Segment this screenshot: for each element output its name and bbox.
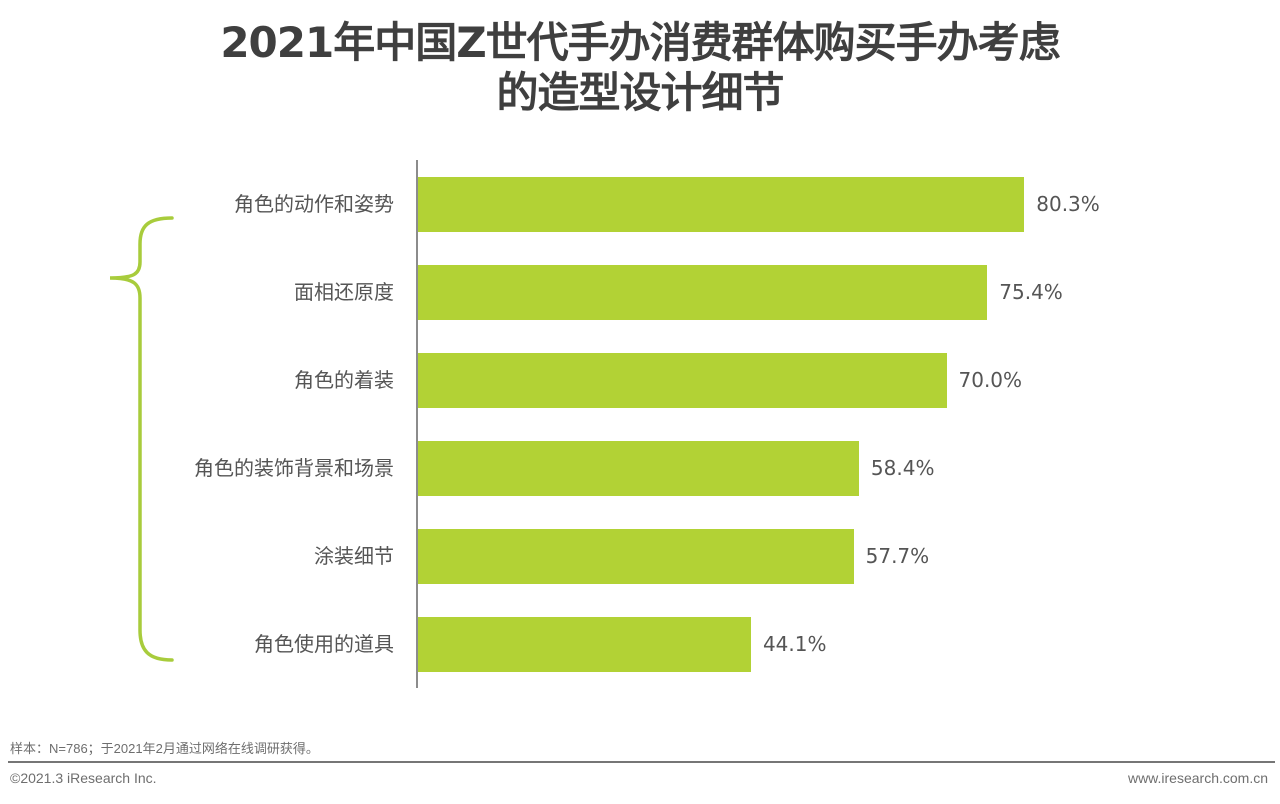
y-axis-line (416, 160, 418, 688)
bar (418, 617, 751, 672)
category-label: 角色的动作和姿势 (234, 192, 394, 216)
copyright-text: ©2021.3 iResearch Inc. (10, 770, 157, 786)
bar-row: 涂装细节 57.7% (0, 529, 1280, 584)
bar-row: 角色的装饰背景和场景 58.4% (0, 441, 1280, 496)
bar-row: 角色的着装 70.0% (0, 353, 1280, 408)
chart-title: 2021年中国Z世代手办消费群体购买手办考虑 的造型设计细节 (0, 18, 1280, 118)
bar-row: 面相还原度 75.4% (0, 265, 1280, 320)
category-label: 角色使用的道具 (254, 632, 394, 656)
category-label: 涂装细节 (314, 544, 394, 568)
value-label: 70.0% (958, 368, 1023, 392)
curly-brace-icon (109, 216, 174, 662)
bar (418, 441, 859, 496)
category-label: 面相还原度 (294, 280, 394, 304)
value-label: 75.4% (999, 280, 1063, 304)
website-link[interactable]: www.iresearch.com.cn (1127, 770, 1268, 786)
value-label: 80.3% (1036, 192, 1100, 216)
category-label: 角色的着装 (294, 368, 394, 392)
bar (418, 265, 988, 320)
bar-row: 角色使用的道具 44.1% (0, 617, 1280, 672)
bar (418, 529, 854, 584)
bar (418, 353, 947, 408)
sample-note: 样本：N=786；于2021年2月通过网络在线调研获得。 (10, 741, 319, 756)
footer-divider (8, 761, 1275, 763)
value-label: 57.7% (865, 544, 930, 568)
chart-title-line2: 的造型设计细节 (496, 68, 784, 117)
bar-row: 角色的动作和姿势 80.3% (0, 177, 1280, 232)
value-label: 44.1% (762, 632, 827, 656)
value-label: 58.4% (870, 456, 935, 480)
chart-title-line1: 2021年中国Z世代手办消费群体购买手办考虑 (220, 18, 1060, 67)
bar (418, 177, 1025, 232)
category-label: 角色的装饰背景和场景 (194, 456, 394, 480)
